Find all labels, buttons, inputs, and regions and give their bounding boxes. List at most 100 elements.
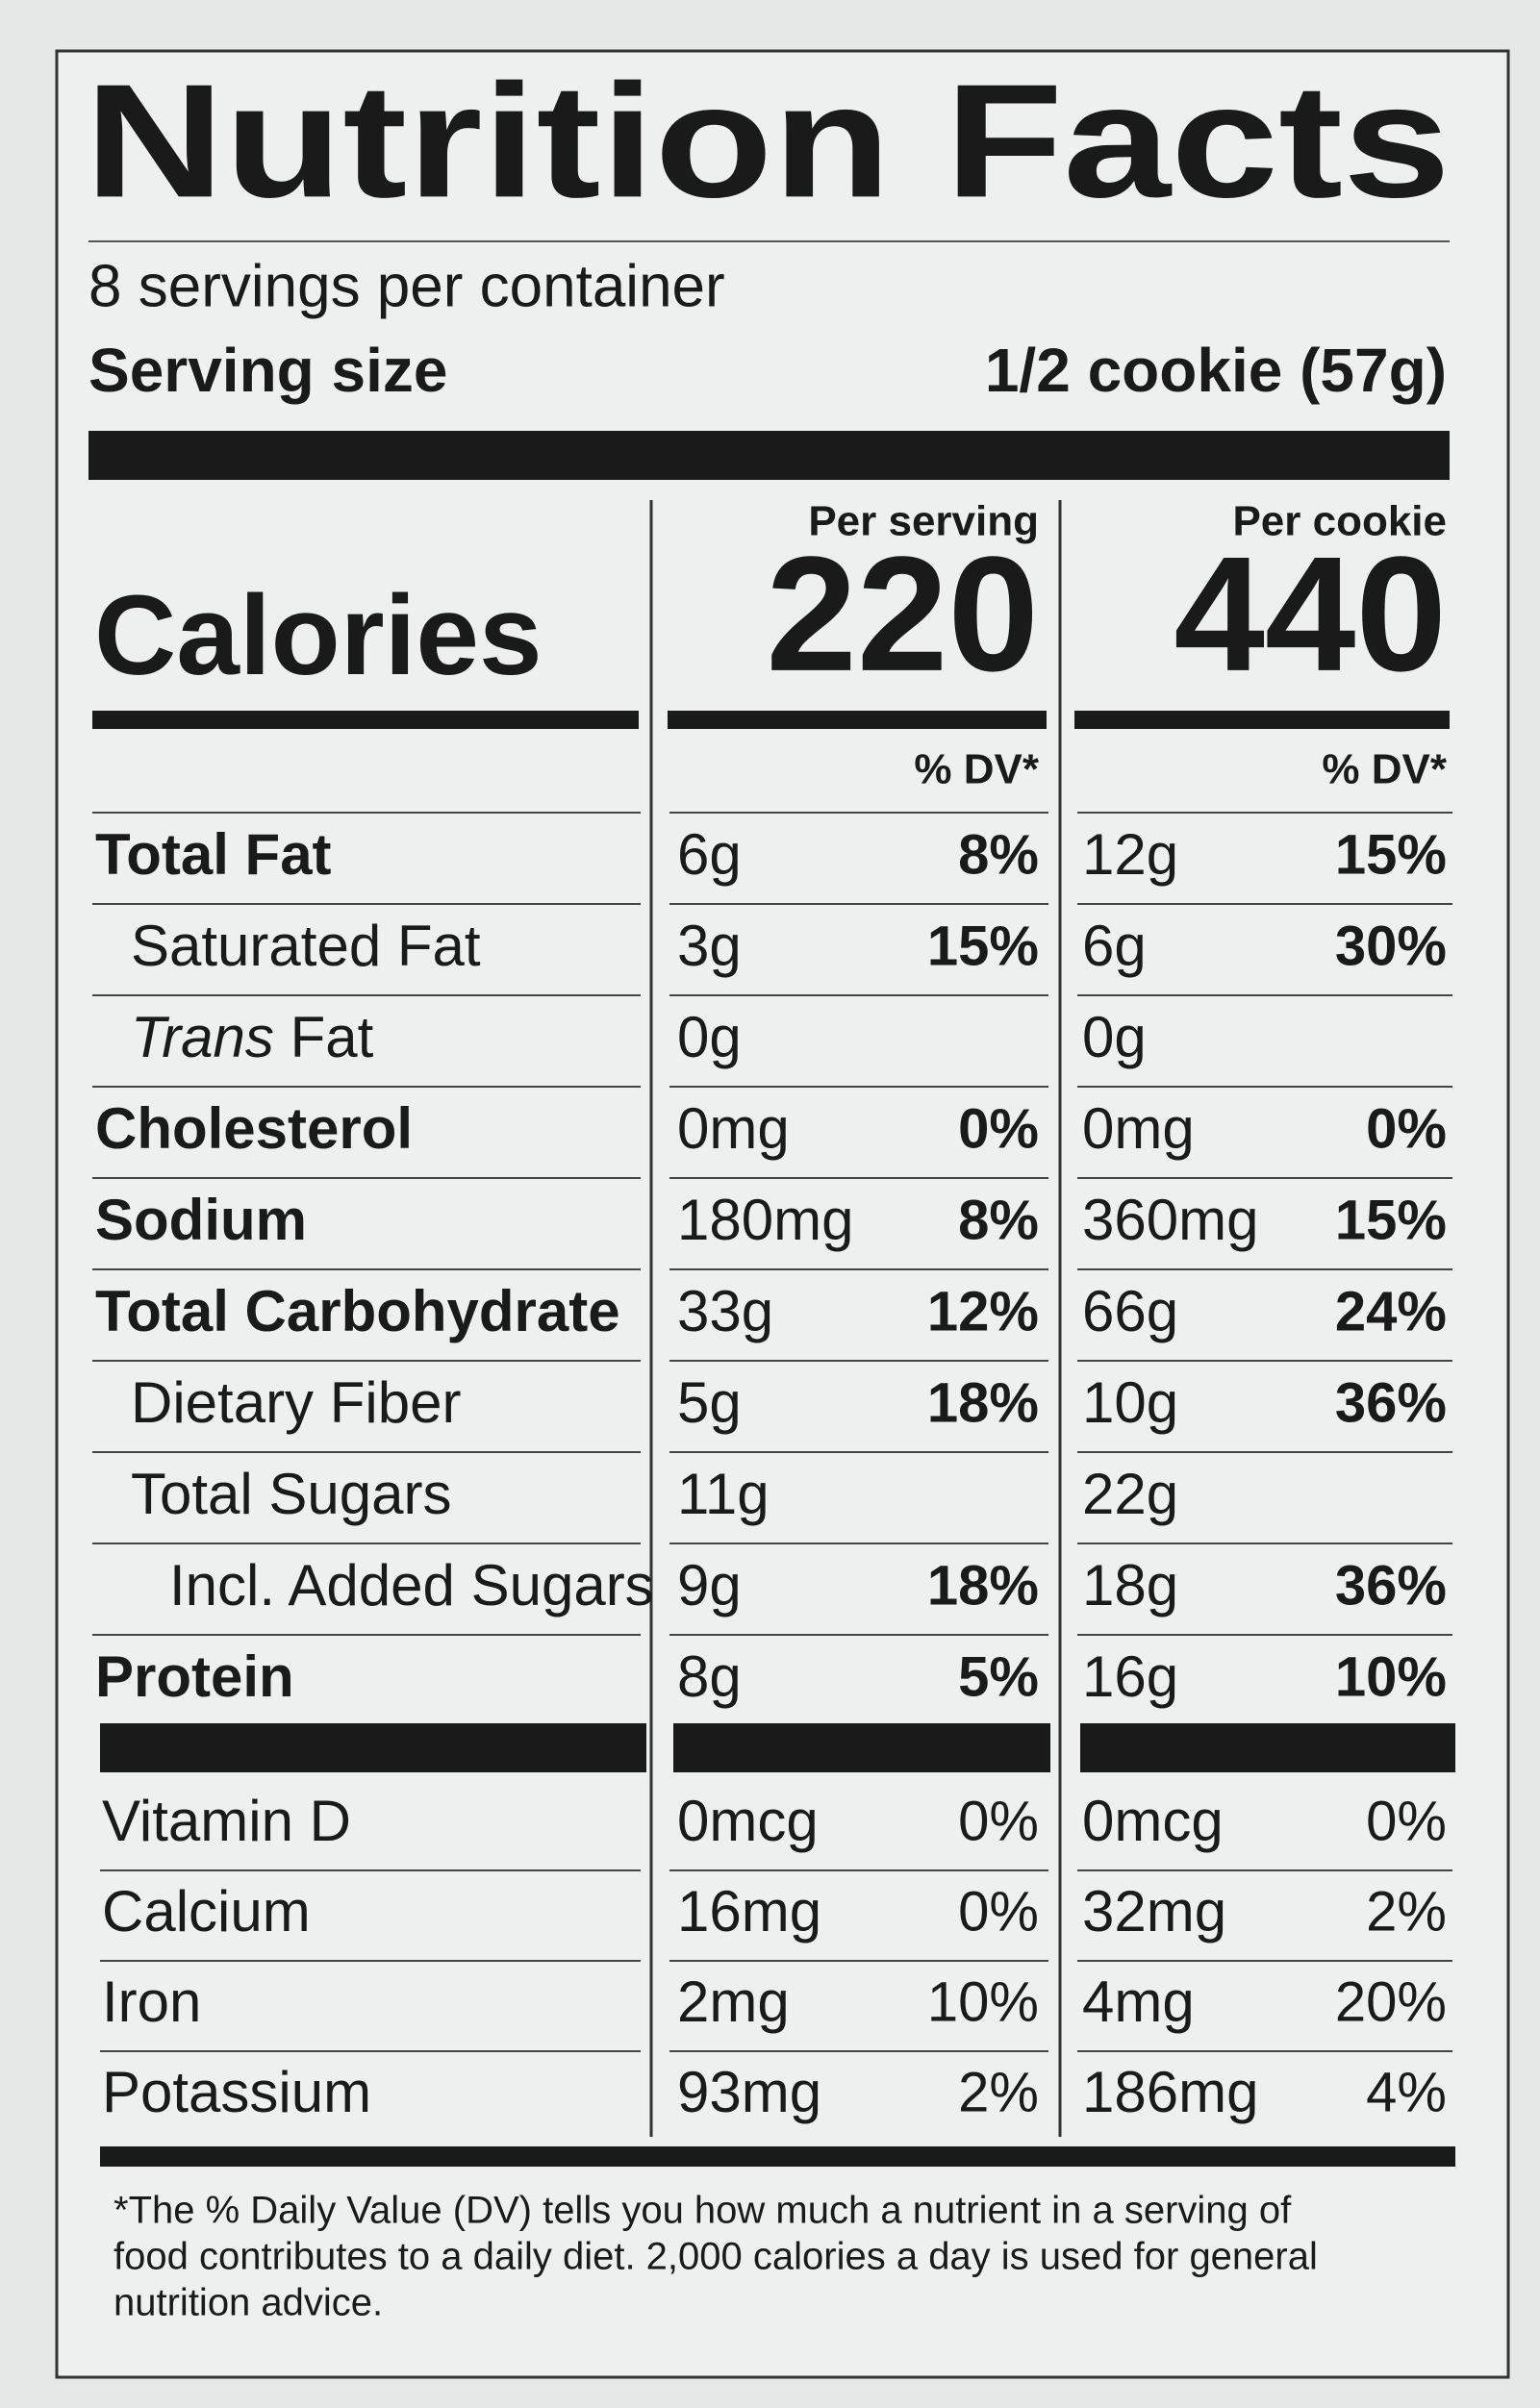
amount: 8g [677, 1644, 742, 1709]
daily-value: 15% [927, 915, 1039, 977]
amount: 6g [677, 822, 742, 887]
bar [668, 711, 1047, 729]
amount: 11g [677, 1462, 770, 1526]
nutrient-name-text: Sodium [95, 1188, 307, 1252]
amount: 0mg [1082, 1096, 1195, 1161]
daily-value: 18% [927, 1554, 1039, 1617]
daily-value: 2% [1366, 1880, 1447, 1943]
amount: 4mg [1082, 1969, 1195, 2034]
amount: 22g [1082, 1462, 1178, 1526]
dv-header: % DV* [1322, 746, 1447, 793]
amount: 32mg [1082, 1879, 1226, 1944]
bar [92, 711, 639, 729]
nutrient-name-text: Potassium [102, 2060, 371, 2124]
title: Nutrition Facts [85, 50, 1451, 231]
amount: 360mg [1082, 1188, 1258, 1252]
nutrient-name-text: Incl. Added Sugars [169, 1553, 654, 1618]
nutrient-name-text: Vitamin D [102, 1789, 351, 1853]
amount: 2mg [677, 1969, 790, 2034]
serving-size-value: 1/2 cookie (57g) [985, 336, 1447, 405]
nutrient-name: Incl. Added Sugars [169, 1553, 654, 1618]
amount: 9g [677, 1553, 742, 1618]
daily-value: 10% [927, 1970, 1039, 2033]
column-header: Per cookie [1232, 498, 1447, 545]
servings: 8 servings per container [88, 253, 725, 319]
amount: 66g [1082, 1279, 1178, 1343]
nutrient-name: Sodium [95, 1188, 307, 1252]
daily-value: 18% [927, 1371, 1039, 1434]
daily-value: 30% [1335, 915, 1447, 977]
amount: 0g [677, 1005, 742, 1069]
nutrient-name: Trans Fat [131, 1005, 374, 1069]
daily-value: 4% [1366, 2061, 1447, 2123]
daily-value: 8% [958, 823, 1039, 886]
footnote: food contributes to a daily diet. 2,000 … [114, 2236, 1318, 2278]
amount: 93mg [677, 2060, 821, 2124]
bar [100, 2146, 1455, 2167]
nutrient-name-text: Total Sugars [131, 1462, 452, 1526]
amount: 0mcg [1082, 1789, 1224, 1853]
bar [673, 1723, 1050, 1772]
nutrient-name: Protein [95, 1644, 294, 1709]
nutrient-name: Potassium [102, 2060, 371, 2124]
daily-value: 0% [958, 1790, 1039, 1852]
footnote: nutrition advice. [114, 2282, 383, 2324]
bar [1074, 711, 1450, 729]
amount: 33g [677, 1279, 773, 1343]
nutrient-name-text: Total Carbohydrate [95, 1279, 620, 1343]
daily-value: 0% [1366, 1790, 1447, 1852]
nutrient-name-text: Cholesterol [95, 1096, 413, 1161]
serving-size-label: Serving size [88, 336, 448, 405]
nutrient-name: Total Sugars [131, 1462, 452, 1526]
daily-value: 0% [958, 1097, 1039, 1160]
nutrient-name-text: Calcium [102, 1879, 311, 1944]
calories-value: 440 [1174, 523, 1447, 706]
nutrient-name-text: Protein [95, 1644, 294, 1709]
amount: 3g [677, 914, 742, 978]
amount: 186mg [1082, 2060, 1258, 2124]
nutrient-name: Dietary Fiber [131, 1370, 461, 1435]
daily-value: 2% [958, 2061, 1039, 2123]
nutrient-name: Vitamin D [102, 1789, 351, 1853]
daily-value: 8% [958, 1189, 1039, 1251]
thick-bar [88, 431, 1450, 480]
bar [100, 1723, 646, 1772]
nutrient-name-text: Iron [102, 1969, 201, 2034]
amount: 16mg [677, 1879, 821, 1944]
amount: 180mg [677, 1188, 853, 1252]
amount: 18g [1082, 1553, 1178, 1618]
calories-value: 220 [766, 523, 1039, 706]
nutrient-name-text: Saturated Fat [131, 914, 481, 978]
nutrient-name: Total Carbohydrate [95, 1279, 620, 1343]
bar [1080, 1723, 1455, 1772]
daily-value: 0% [1366, 1097, 1447, 1160]
calories-label: Calories [94, 572, 543, 699]
nutrient-name-text: Fat [290, 1005, 374, 1069]
nutrient-name-italic: Trans [131, 1005, 274, 1069]
amount: 0g [1082, 1005, 1147, 1069]
nutrient-name: Cholesterol [95, 1096, 413, 1161]
daily-value: 24% [1335, 1280, 1447, 1342]
footnote: *The % Daily Value (DV) tells you how mu… [114, 2190, 1292, 2232]
daily-value: 12% [927, 1280, 1039, 1342]
nutrient-name: Calcium [102, 1879, 311, 1944]
daily-value: 36% [1335, 1371, 1447, 1434]
amount: 16g [1082, 1644, 1178, 1709]
daily-value: 10% [1335, 1645, 1447, 1708]
nutrient-name-text: Dietary Fiber [131, 1370, 461, 1435]
amount: 0mg [677, 1096, 790, 1161]
amount: 5g [677, 1370, 742, 1435]
nutrient-name: Iron [102, 1969, 201, 2034]
daily-value: 20% [1335, 1970, 1447, 2033]
nutrient-name-text: Total Fat [95, 822, 332, 887]
daily-value: 0% [958, 1880, 1039, 1943]
amount: 0mcg [677, 1789, 819, 1853]
dv-header: % DV* [914, 746, 1039, 793]
daily-value: 36% [1335, 1554, 1447, 1617]
amount: 6g [1082, 914, 1147, 978]
nutrient-name: Saturated Fat [131, 914, 481, 978]
daily-value: 15% [1335, 1189, 1447, 1251]
daily-value: 15% [1335, 823, 1447, 886]
